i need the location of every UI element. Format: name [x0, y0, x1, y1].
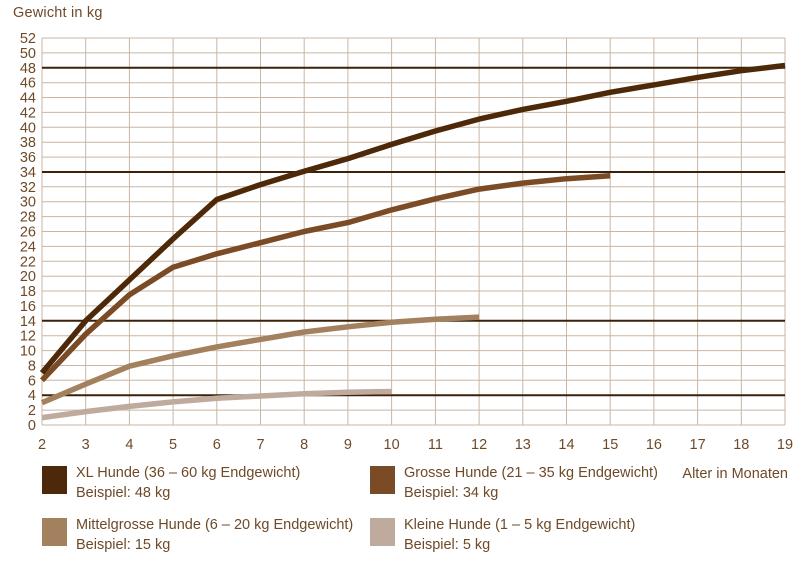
- svg-text:22: 22: [20, 254, 36, 270]
- legend-label-mittelgrosse-hunde: Mittelgrosse Hunde (6 – 20 kg Endgewicht…: [76, 517, 354, 533]
- svg-text:3: 3: [82, 437, 90, 453]
- svg-text:10: 10: [384, 437, 400, 453]
- svg-text:13: 13: [515, 437, 531, 453]
- svg-text:11: 11: [428, 437, 443, 453]
- legend-item-mittelgrosse-hunde: Mittelgrosse Hunde (6 – 20 kg Endgewicht…: [42, 516, 353, 555]
- svg-text:2: 2: [38, 437, 46, 453]
- growth-curves-chart: 0246810121416182022242628303234363840424…: [20, 31, 793, 453]
- legend-label-grosse-hunde: Grosse Hunde (21 – 35 kg Endgewicht): [404, 465, 658, 481]
- svg-text:14: 14: [558, 437, 574, 453]
- legend-example-grosse-hunde: Beispiel: 34 kg: [404, 484, 499, 501]
- legend-label-kleine-hunde: Kleine Hunde (1 – 5 kg Endgewicht): [404, 517, 636, 533]
- legend-item-grosse-hunde: Grosse Hunde (21 – 35 kg Endgewicht) Bei…: [370, 464, 658, 503]
- legend-item-xl-hunde: XL Hunde (36 – 60 kg Endgewicht) Beispie…: [42, 464, 300, 503]
- svg-text:46: 46: [20, 76, 36, 92]
- legend-example-kleine-hunde: Beispiel: 5 kg: [404, 536, 491, 553]
- svg-text:4: 4: [28, 388, 36, 404]
- legend-swatch-mittelgrosse-hunde: [42, 518, 67, 546]
- svg-text:19: 19: [777, 437, 793, 453]
- legend-example-xl-hunde: Beispiel: 48 kg: [76, 484, 171, 501]
- svg-text:26: 26: [20, 225, 36, 241]
- svg-text:38: 38: [20, 135, 36, 151]
- svg-text:20: 20: [20, 269, 36, 285]
- svg-text:18: 18: [733, 437, 749, 453]
- svg-text:12: 12: [471, 437, 487, 453]
- svg-text:8: 8: [28, 359, 36, 375]
- svg-text:15: 15: [602, 437, 618, 453]
- svg-text:32: 32: [20, 180, 36, 196]
- y-axis-title: Gewicht in kg: [13, 5, 103, 21]
- legend-swatch-grosse-hunde: [370, 466, 395, 494]
- svg-text:30: 30: [20, 195, 36, 211]
- svg-text:12: 12: [20, 329, 36, 345]
- svg-text:48: 48: [20, 61, 36, 77]
- svg-text:16: 16: [646, 437, 662, 453]
- svg-text:28: 28: [20, 210, 36, 226]
- svg-text:16: 16: [20, 299, 36, 315]
- svg-text:52: 52: [20, 31, 36, 47]
- legend-item-kleine-hunde: Kleine Hunde (1 – 5 kg Endgewicht) Beisp…: [370, 516, 635, 555]
- svg-text:42: 42: [20, 105, 36, 121]
- legend-swatch-kleine-hunde: [370, 518, 395, 546]
- svg-text:14: 14: [20, 314, 36, 330]
- svg-text:50: 50: [20, 46, 36, 62]
- svg-text:0: 0: [28, 418, 36, 434]
- svg-text:7: 7: [256, 437, 264, 453]
- svg-text:34: 34: [20, 165, 36, 181]
- svg-text:2: 2: [28, 403, 36, 419]
- x-axis-label: Alter in Monaten: [682, 466, 788, 482]
- legend-swatch-xl-hunde: [42, 466, 67, 494]
- svg-text:9: 9: [344, 437, 352, 453]
- svg-text:36: 36: [20, 150, 36, 166]
- svg-text:44: 44: [20, 91, 36, 107]
- svg-text:6: 6: [28, 373, 36, 389]
- svg-text:6: 6: [213, 437, 221, 453]
- svg-text:18: 18: [20, 284, 36, 300]
- legend-label-xl-hunde: XL Hunde (36 – 60 kg Endgewicht): [76, 465, 301, 481]
- svg-text:40: 40: [20, 120, 36, 136]
- legend-example-mittelgrosse-hunde: Beispiel: 15 kg: [76, 536, 171, 553]
- svg-text:17: 17: [690, 437, 706, 453]
- svg-text:5: 5: [169, 437, 177, 453]
- svg-text:10: 10: [20, 344, 36, 360]
- svg-text:8: 8: [300, 437, 308, 453]
- svg-text:4: 4: [125, 437, 133, 453]
- svg-text:24: 24: [20, 239, 36, 255]
